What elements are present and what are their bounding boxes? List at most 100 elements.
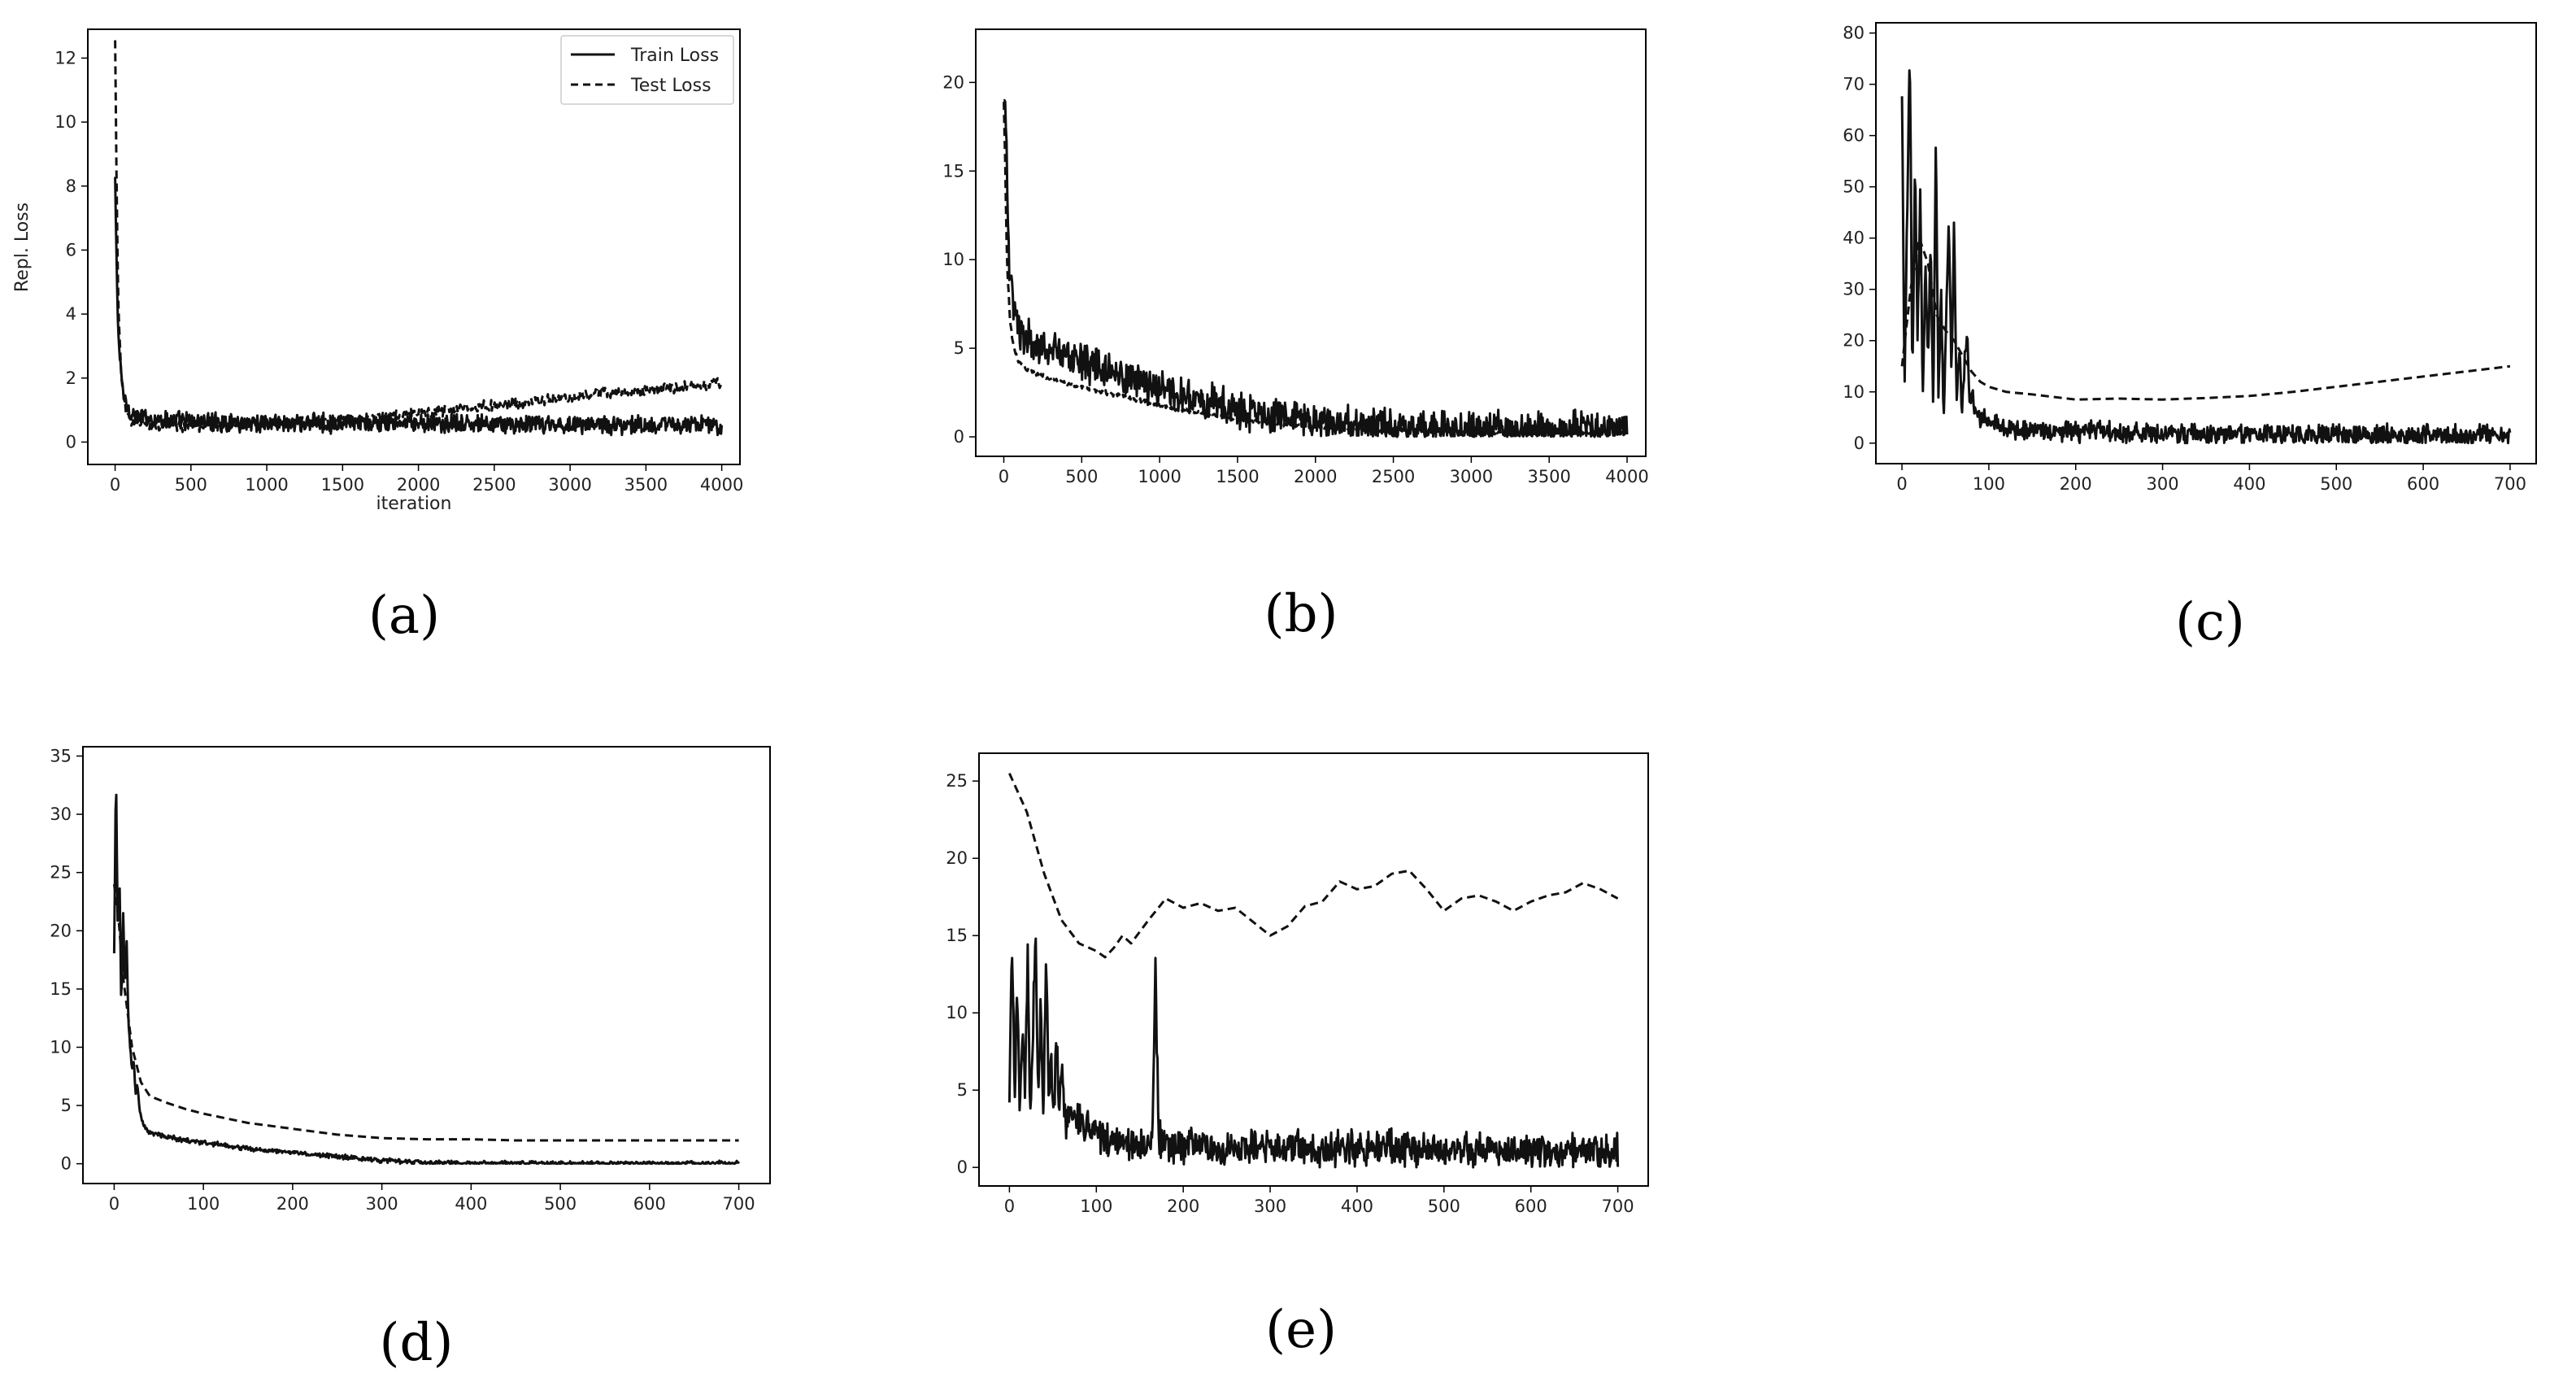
x-tick-label: 4000 (1605, 467, 1648, 486)
series-group (1007, 773, 1620, 1169)
x-tick-label: 500 (2320, 474, 2352, 494)
y-tick-label: 10 (50, 1037, 72, 1057)
x-tick-label: 0 (109, 1194, 120, 1214)
panel-a: 0 500 1000 1500 2000 2500 3000 3500 4000 0 2 4 6 8 10 1… (12, 28, 743, 646)
legend-label-train: Train Loss (630, 46, 719, 66)
y-tick-label: 30 (50, 804, 72, 824)
legend-box (560, 35, 734, 105)
test-loss-line (1008, 773, 1619, 959)
y-tick-label: 50 (1843, 177, 1865, 197)
x-tick-label: 700 (1602, 1197, 1634, 1216)
y-tick-label: 20 (1843, 331, 1865, 351)
y-tick-label: 0 (954, 427, 964, 447)
plot-frame (975, 28, 1647, 457)
y-tick-label: 0 (957, 1157, 968, 1177)
panel-c: 0 100 200 300 400 500 600 70001020304050607080 … (1843, 22, 2537, 652)
x-tick-label: 2000 (1294, 467, 1337, 486)
ticks: 0 100 200 300 400 500 600 700 0 5 10 15 20 25 30 35 (50, 746, 755, 1214)
x-tick-label: 300 (2147, 474, 2179, 494)
y-tick-label: 10 (54, 112, 76, 132)
legend: Train Loss Test Loss (560, 35, 734, 105)
caption-text: (a) (368, 586, 440, 646)
y-tick-label: 12 (54, 48, 76, 68)
x-tick-label: 500 (544, 1194, 577, 1214)
x-tick-label: 600 (633, 1194, 666, 1214)
x-tick-label: 300 (1254, 1197, 1286, 1216)
x-tick-label: 500 (175, 475, 207, 495)
y-tick-label: 15 (942, 161, 964, 181)
test-loss-line (1003, 102, 1629, 437)
panel-caption: (e) (1265, 1300, 1337, 1360)
caption-text: (c) (2175, 592, 2245, 652)
panel-caption: (b) (1264, 584, 1338, 644)
train-loss-line (114, 177, 724, 437)
x-tick-label: 400 (455, 1194, 487, 1214)
y-tick-label: 8 (66, 177, 76, 196)
y-tick-label: 15 (50, 979, 72, 999)
y-tick-label: 10 (942, 250, 964, 269)
x-tick-label: 700 (723, 1194, 755, 1214)
x-tick-label: 200 (276, 1194, 309, 1214)
train-loss-line (1900, 69, 2512, 445)
x-tick-label: 1000 (245, 475, 288, 495)
plot-frame (82, 746, 771, 1184)
train-loss-line (1003, 98, 1629, 438)
ticks: 0 500 1000 1500 2000 2500 3000 3500 4000 0 2 4 6 8 10 1… (54, 48, 743, 495)
x-tick-label: 400 (2233, 474, 2265, 494)
y-tick-label: 5 (61, 1096, 72, 1115)
y-tick-label: 2 (66, 368, 76, 388)
x-tick-label: 0 (110, 475, 120, 495)
y-tick-label: 10 (946, 1003, 968, 1022)
y-tick-label: 25 (946, 771, 968, 791)
panel-e: 0 100 200 300 400 500 600 700 0 5 10 15 20 25 (e) (946, 752, 1649, 1360)
series-group (1900, 69, 2512, 445)
y-tick-label: 40 (1843, 229, 1865, 248)
series-group (1003, 98, 1629, 438)
y-tick-label: 10 (1843, 382, 1865, 402)
x-tick-label: 600 (2407, 474, 2439, 494)
ticks: 0 500 1000 1500 2000 2500 3000 3500 4000 0 5 10 15 20 (942, 72, 1648, 486)
test-loss-line (112, 883, 739, 1142)
x-tick-label: 700 (2494, 474, 2526, 494)
x-tick-label: 500 (1065, 467, 1098, 486)
y-tick-label: 60 (1843, 126, 1865, 146)
y-tick-label: 0 (66, 432, 76, 451)
y-tick-label: 20 (942, 72, 964, 92)
legend-label-test: Test Loss (630, 76, 711, 96)
panel-caption: (a) (368, 586, 440, 646)
y-axis-label: Repl. Loss (12, 203, 33, 292)
test-loss-line (1900, 237, 2511, 401)
y-tick-label: 20 (946, 848, 968, 868)
y-tick-label: 5 (954, 338, 964, 358)
x-tick-label: 300 (366, 1194, 398, 1214)
train-loss-line (112, 793, 740, 1166)
panel-caption: (c) (2175, 592, 2245, 652)
x-tick-label: 1500 (321, 475, 364, 495)
y-tick-label: 25 (50, 863, 72, 883)
y-tick-label: 80 (1843, 24, 1865, 43)
y-tick-label: 6 (66, 240, 76, 259)
panel-b: 0 500 1000 1500 2000 2500 3000 3500 4000 0 5 10 15 20… (942, 28, 1649, 644)
y-tick-label: 0 (1854, 434, 1865, 453)
x-tick-label: 4000 (700, 475, 743, 495)
series-group (112, 793, 740, 1166)
y-tick-label: 4 (66, 304, 76, 324)
y-tick-label: 30 (1843, 280, 1865, 299)
plot-frame (87, 28, 741, 465)
y-tick-label: 70 (1843, 75, 1865, 94)
y-tick-label: 5 (957, 1080, 968, 1100)
x-tick-label: 0 (999, 467, 1009, 486)
x-tick-label: 3500 (624, 475, 668, 495)
plot-frame (1875, 22, 2537, 464)
y-tick-label: 0 (61, 1154, 72, 1174)
x-tick-label: 2500 (1372, 467, 1415, 486)
x-tick-label: 400 (1341, 1197, 1373, 1216)
x-tick-label: 1000 (1138, 467, 1181, 486)
x-tick-label: 200 (2060, 474, 2092, 494)
x-tick-label: 500 (1428, 1197, 1460, 1216)
x-tick-label: 2000 (397, 475, 440, 495)
x-tick-label: 100 (1973, 474, 2005, 494)
y-tick-label: 35 (50, 746, 72, 765)
x-tick-label: 0 (1896, 474, 1907, 494)
